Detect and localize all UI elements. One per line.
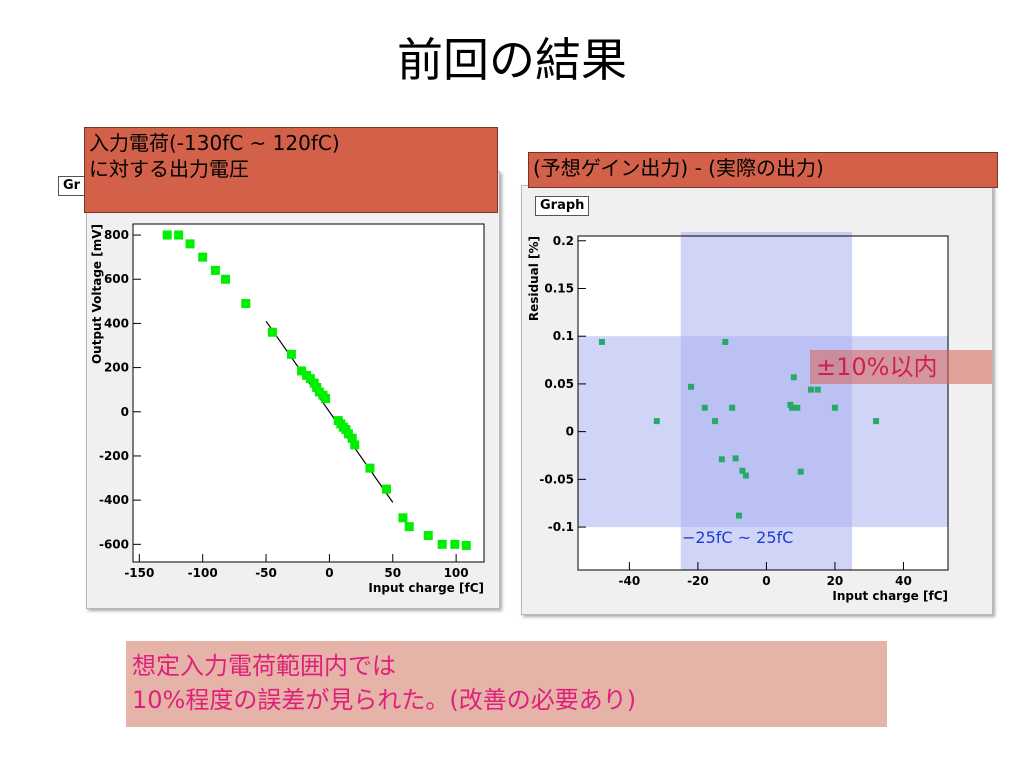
x-tick-label: -150 bbox=[124, 566, 154, 580]
data-point bbox=[221, 274, 231, 284]
data-point bbox=[873, 418, 880, 425]
y-tick-label: 0.15 bbox=[544, 281, 574, 295]
data-point bbox=[729, 404, 736, 411]
x-tick-label: 20 bbox=[827, 574, 844, 588]
y-axis-label: Residual [%] bbox=[527, 236, 541, 321]
data-point bbox=[347, 433, 357, 443]
x-tick-label: 100 bbox=[444, 566, 469, 580]
tolerance-band-x bbox=[680, 232, 853, 570]
data-point bbox=[722, 338, 729, 345]
data-point bbox=[797, 468, 804, 475]
data-point bbox=[350, 440, 360, 450]
band-range-label: −25fC ~ 25fC bbox=[682, 528, 793, 547]
x-tick-label: -40 bbox=[619, 574, 641, 588]
y-axis-label: Output Voltage [mV] bbox=[90, 224, 104, 364]
x-tick-label: 50 bbox=[384, 566, 401, 580]
data-point bbox=[365, 463, 375, 473]
y-tick-label: 800 bbox=[104, 228, 129, 242]
x-axis-label: Input charge [fC] bbox=[832, 589, 948, 603]
y-tick-label: 0.1 bbox=[553, 329, 574, 343]
data-point bbox=[404, 522, 414, 532]
left-callout-line2: に対する出力電圧 bbox=[89, 157, 249, 181]
data-point bbox=[814, 386, 821, 393]
residual-chart: -40 -20 0 20 40 -0.1 -0.05 0 0.05 0.1 0.15 0.2 Input… bbox=[527, 232, 949, 603]
data-point bbox=[653, 418, 660, 425]
x-tick-label: -20 bbox=[687, 574, 709, 588]
data-point bbox=[198, 252, 208, 262]
y-tick-label: -200 bbox=[99, 449, 129, 463]
x-tick-label: 40 bbox=[895, 574, 912, 588]
data-point bbox=[732, 455, 739, 462]
y-tick-label: -400 bbox=[99, 493, 129, 507]
data-point bbox=[789, 404, 796, 411]
data-point bbox=[718, 456, 725, 463]
x-tick-label: 0 bbox=[325, 566, 333, 580]
data-point bbox=[286, 349, 296, 359]
data-point bbox=[381, 484, 391, 494]
y-tick-label: 200 bbox=[104, 361, 129, 375]
plot-frame bbox=[577, 235, 949, 571]
left-callout: 入力電荷(-130fC ~ 120fC) に対する出力電圧 bbox=[84, 127, 498, 213]
y-tick-label: 0.2 bbox=[553, 234, 574, 248]
data-point bbox=[321, 394, 331, 404]
left-callout-line1: 入力電荷(-130fC ~ 120fC) bbox=[89, 131, 340, 155]
x-axis-label: Input charge [fC] bbox=[368, 581, 484, 595]
right-callout: (予想ゲイン出力) - (実際の出力) bbox=[528, 152, 998, 188]
data-point bbox=[794, 404, 801, 411]
residual-graph-panel: -40 -20 0 20 40 -0.1 -0.05 0 0.05 0.1 0.15 0.2 Input… bbox=[521, 185, 993, 615]
conclusion-note: 想定入力電荷範囲内では 10%程度の誤差が見られた。(改善の必要あり) bbox=[126, 641, 887, 727]
y-tick-label: 600 bbox=[104, 272, 129, 286]
data-point bbox=[423, 530, 433, 540]
right-graph-tag[interactable]: Graph bbox=[535, 196, 590, 216]
range-label: ±10%以内 bbox=[810, 350, 992, 384]
data-point bbox=[742, 472, 749, 479]
data-point bbox=[450, 539, 460, 549]
y-tick-label: 400 bbox=[104, 316, 129, 330]
data-point bbox=[398, 513, 408, 523]
data-point bbox=[297, 366, 307, 376]
data-point bbox=[437, 539, 447, 549]
conclusion-line1: 想定入力電荷範囲内では bbox=[132, 652, 396, 680]
y-tick-label: -0.05 bbox=[539, 472, 574, 486]
plot-area bbox=[133, 224, 484, 562]
data-point bbox=[701, 404, 708, 411]
data-point bbox=[174, 230, 184, 240]
data-point bbox=[739, 467, 746, 474]
x-tick-label: -50 bbox=[255, 566, 277, 580]
data-point bbox=[210, 265, 220, 275]
x-tick-label: 0 bbox=[762, 574, 770, 588]
plot-frame bbox=[132, 223, 485, 563]
left-graph-tag[interactable]: Gr bbox=[58, 176, 86, 196]
data-point bbox=[185, 239, 195, 249]
data-point bbox=[736, 512, 743, 519]
y-tick-label: -0.1 bbox=[548, 520, 574, 534]
output-voltage-chart: -150 -100 -50 0 50 100 -600 -400 -200 0 200 400 600 8… bbox=[90, 223, 485, 595]
data-point bbox=[162, 230, 172, 240]
data-point bbox=[790, 374, 797, 381]
data-point bbox=[598, 338, 605, 345]
output-voltage-graph-panel: -150 -100 -50 0 50 100 -600 -400 -200 0 200 400 600 8… bbox=[86, 171, 500, 609]
data-point bbox=[831, 404, 838, 411]
data-point bbox=[241, 299, 251, 309]
y-tick-label: 0.05 bbox=[544, 377, 574, 391]
conclusion-line2: 10%程度の誤差が見られた。(改善の必要あり) bbox=[132, 686, 637, 714]
y-tick-label: -600 bbox=[99, 537, 129, 551]
slide-title: 前回の結果 bbox=[397, 33, 627, 87]
data-point bbox=[688, 383, 695, 390]
x-tick-label: -100 bbox=[188, 566, 218, 580]
data-point bbox=[461, 540, 471, 550]
y-tick-label: 0 bbox=[121, 405, 129, 419]
data-point bbox=[712, 418, 719, 425]
data-point bbox=[807, 386, 814, 393]
data-point bbox=[267, 327, 277, 337]
y-tick-label: 0 bbox=[566, 425, 574, 439]
